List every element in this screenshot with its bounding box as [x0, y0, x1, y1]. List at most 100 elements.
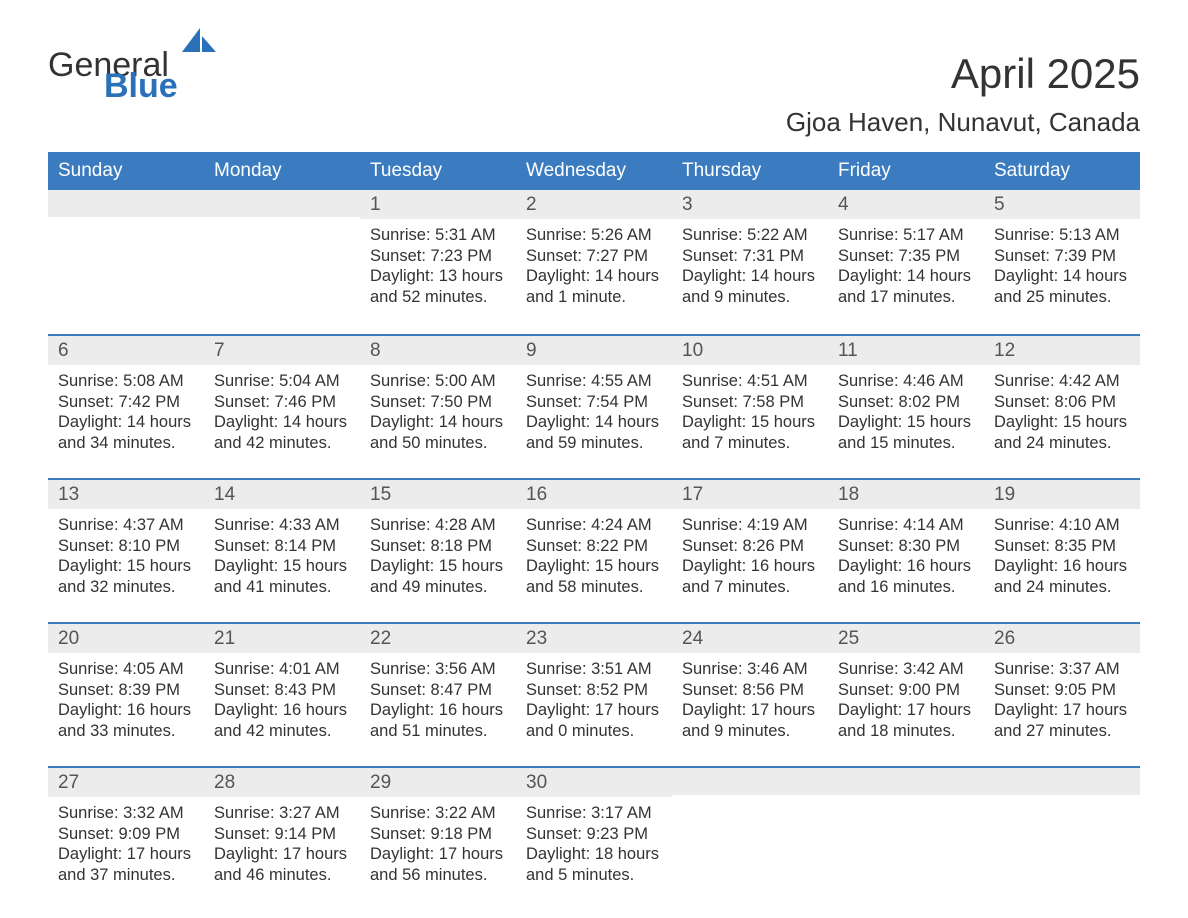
- sunset-line: Sunset: 7:54 PM: [526, 392, 662, 413]
- logo-text-2: Blue: [104, 71, 216, 102]
- calendar-cell: [984, 768, 1140, 910]
- day-body: [672, 795, 828, 815]
- daylight-line-2: and 7 minutes.: [682, 577, 818, 598]
- daylight-line: Daylight: 17 hours: [214, 844, 350, 865]
- sunset-line: Sunset: 7:23 PM: [370, 246, 506, 267]
- day-number: 2: [516, 190, 672, 219]
- daylight-line-2: and 49 minutes.: [370, 577, 506, 598]
- calendar-cell: 1Sunrise: 5:31 AMSunset: 7:23 PMDaylight…: [360, 190, 516, 334]
- day-number: 9: [516, 336, 672, 365]
- day-number: 24: [672, 624, 828, 653]
- daylight-line: Daylight: 17 hours: [994, 700, 1130, 721]
- daylight-line-2: and 15 minutes.: [838, 433, 974, 454]
- calendar-week: 27Sunrise: 3:32 AMSunset: 9:09 PMDayligh…: [48, 766, 1140, 910]
- sunset-line: Sunset: 8:30 PM: [838, 536, 974, 557]
- day-number: 13: [48, 480, 204, 509]
- day-body: Sunrise: 5:31 AMSunset: 7:23 PMDaylight:…: [360, 219, 516, 322]
- sunrise-line: Sunrise: 3:32 AM: [58, 803, 194, 824]
- calendar-cell: 13Sunrise: 4:37 AMSunset: 8:10 PMDayligh…: [48, 480, 204, 622]
- daylight-line: Daylight: 16 hours: [682, 556, 818, 577]
- calendar-cell: 10Sunrise: 4:51 AMSunset: 7:58 PMDayligh…: [672, 336, 828, 478]
- sunrise-line: Sunrise: 3:27 AM: [214, 803, 350, 824]
- sunrise-line: Sunrise: 5:08 AM: [58, 371, 194, 392]
- daylight-line: Daylight: 14 hours: [838, 266, 974, 287]
- calendar-cell: 28Sunrise: 3:27 AMSunset: 9:14 PMDayligh…: [204, 768, 360, 910]
- sunrise-line: Sunrise: 4:51 AM: [682, 371, 818, 392]
- calendar-cell: 6Sunrise: 5:08 AMSunset: 7:42 PMDaylight…: [48, 336, 204, 478]
- sunrise-line: Sunrise: 5:17 AM: [838, 225, 974, 246]
- sunset-line: Sunset: 8:10 PM: [58, 536, 194, 557]
- day-number: [828, 768, 984, 795]
- day-number: 7: [204, 336, 360, 365]
- daylight-line: Daylight: 14 hours: [526, 266, 662, 287]
- daylight-line: Daylight: 15 hours: [994, 412, 1130, 433]
- calendar-cell: 9 Sunrise: 4:55 AMSunset: 7:54 PMDaylight…: [516, 336, 672, 478]
- day-number: 29: [360, 768, 516, 797]
- calendar-week: 1Sunrise: 5:31 AMSunset: 7:23 PMDaylight…: [48, 190, 1140, 334]
- calendar-cell: 16Sunrise: 4:24 AMSunset: 8:22 PMDayligh…: [516, 480, 672, 622]
- sunset-line: Sunset: 8:39 PM: [58, 680, 194, 701]
- calendar-cell: 20Sunrise: 4:05 AMSunset: 8:39 PMDayligh…: [48, 624, 204, 766]
- sunset-line: Sunset: 7:31 PM: [682, 246, 818, 267]
- daylight-line-2: and 25 minutes.: [994, 287, 1130, 308]
- calendar-cell: 21Sunrise: 4:01 AMSunset: 8:43 PMDayligh…: [204, 624, 360, 766]
- day-number: 25: [828, 624, 984, 653]
- daylight-line-2: and 33 minutes.: [58, 721, 194, 742]
- calendar-cell: 2Sunrise: 5:26 AMSunset: 7:27 PMDaylight…: [516, 190, 672, 334]
- day-number: 16: [516, 480, 672, 509]
- day-header: Thursday: [672, 152, 828, 190]
- sunrise-line: Sunrise: 3:46 AM: [682, 659, 818, 680]
- sunset-line: Sunset: 8:35 PM: [994, 536, 1130, 557]
- day-number: [984, 768, 1140, 795]
- sunrise-line: Sunrise: 4:10 AM: [994, 515, 1130, 536]
- day-body: Sunrise: 3:37 AMSunset: 9:05 PMDaylight:…: [984, 653, 1140, 756]
- daylight-line-2: and 9 minutes.: [682, 721, 818, 742]
- day-body: Sunrise: 5:00 AMSunset: 7:50 PMDaylight:…: [360, 365, 516, 468]
- daylight-line-2: and 51 minutes.: [370, 721, 506, 742]
- day-number: 15: [360, 480, 516, 509]
- day-body: [984, 795, 1140, 815]
- day-body: Sunrise: 4:33 AMSunset: 8:14 PMDaylight:…: [204, 509, 360, 612]
- sunset-line: Sunset: 8:06 PM: [994, 392, 1130, 413]
- day-number: 26: [984, 624, 1140, 653]
- day-body: Sunrise: 4:19 AMSunset: 8:26 PMDaylight:…: [672, 509, 828, 612]
- sunrise-line: Sunrise: 5:22 AM: [682, 225, 818, 246]
- day-body: Sunrise: 5:22 AMSunset: 7:31 PMDaylight:…: [672, 219, 828, 322]
- daylight-line-2: and 37 minutes.: [58, 865, 194, 886]
- calendar-cell: 25Sunrise: 3:42 AMSunset: 9:00 PMDayligh…: [828, 624, 984, 766]
- calendar-cell: 7Sunrise: 5:04 AMSunset: 7:46 PMDaylight…: [204, 336, 360, 478]
- daylight-line-2: and 27 minutes.: [994, 721, 1130, 742]
- sunset-line: Sunset: 8:43 PM: [214, 680, 350, 701]
- day-body: Sunrise: 4:01 AMSunset: 8:43 PMDaylight:…: [204, 653, 360, 756]
- sunrise-line: Sunrise: 4:42 AM: [994, 371, 1130, 392]
- day-number: 23: [516, 624, 672, 653]
- daylight-line: Daylight: 15 hours: [682, 412, 818, 433]
- day-number: 19: [984, 480, 1140, 509]
- day-body: Sunrise: 4:46 AMSunset: 8:02 PMDaylight:…: [828, 365, 984, 468]
- day-number: [204, 190, 360, 217]
- page-title: April 2025: [951, 50, 1140, 98]
- daylight-line: Daylight: 14 hours: [214, 412, 350, 433]
- daylight-line: Daylight: 14 hours: [994, 266, 1130, 287]
- daylight-line-2: and 7 minutes.: [682, 433, 818, 454]
- daylight-line: Daylight: 17 hours: [370, 844, 506, 865]
- daylight-line: Daylight: 17 hours: [58, 844, 194, 865]
- daylight-line: Daylight: 17 hours: [838, 700, 974, 721]
- daylight-line: Daylight: 16 hours: [994, 556, 1130, 577]
- daylight-line: Daylight: 13 hours: [370, 266, 506, 287]
- day-body: Sunrise: 3:27 AMSunset: 9:14 PMDaylight:…: [204, 797, 360, 900]
- day-number: 21: [204, 624, 360, 653]
- logo: General Blue: [48, 50, 216, 101]
- sunrise-line: Sunrise: 4:55 AM: [526, 371, 662, 392]
- day-body: Sunrise: 4:24 AMSunset: 8:22 PMDaylight:…: [516, 509, 672, 612]
- calendar-cell: [672, 768, 828, 910]
- sunrise-line: Sunrise: 5:04 AM: [214, 371, 350, 392]
- day-number: 6: [48, 336, 204, 365]
- day-body: Sunrise: 5:13 AMSunset: 7:39 PMDaylight:…: [984, 219, 1140, 322]
- logo-sail-icon: [182, 28, 216, 54]
- daylight-line: Daylight: 14 hours: [526, 412, 662, 433]
- sunset-line: Sunset: 9:14 PM: [214, 824, 350, 845]
- daylight-line-2: and 46 minutes.: [214, 865, 350, 886]
- day-body: Sunrise: 4:51 AMSunset: 7:58 PMDaylight:…: [672, 365, 828, 468]
- day-header-row: Sunday Monday Tuesday Wednesday Thursday…: [48, 152, 1140, 190]
